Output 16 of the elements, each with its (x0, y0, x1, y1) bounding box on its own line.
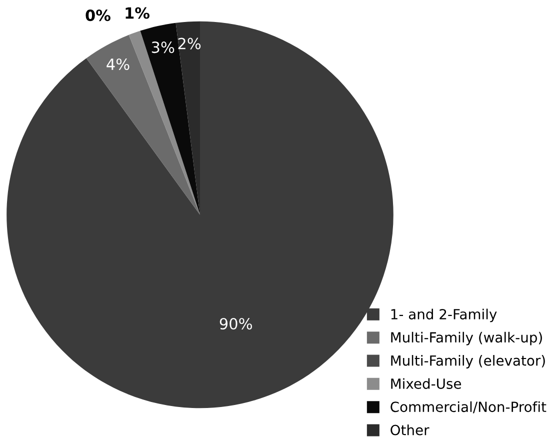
pie-slice (140, 22, 200, 215)
pie-slice (128, 30, 200, 215)
data-label: 90% (220, 318, 252, 330)
data-label: 4% (106, 58, 130, 70)
text: 0% (86, 10, 110, 22)
legend-label: Multi-Family (walk-up) (391, 332, 542, 346)
legend-label: Multi-Family (elevator) (391, 355, 545, 368)
legend-label: 1- and 2-Family (391, 308, 497, 322)
legend-label: Commercial/Non-Profit (390, 401, 546, 414)
pie-slice (86, 34, 200, 215)
legend-label: Mixed-Use (391, 378, 462, 389)
legend-label: Other (390, 424, 430, 436)
data-label: 1% (126, 7, 150, 19)
data-label: 2% (178, 38, 201, 50)
data-label: 3% (152, 42, 174, 54)
pie-slice (176, 21, 200, 215)
